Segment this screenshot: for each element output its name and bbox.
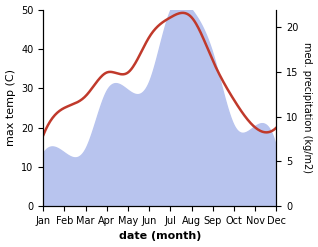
Y-axis label: med. precipitation (kg/m2): med. precipitation (kg/m2) bbox=[302, 42, 313, 173]
Y-axis label: max temp (C): max temp (C) bbox=[5, 69, 16, 146]
X-axis label: date (month): date (month) bbox=[119, 231, 201, 242]
